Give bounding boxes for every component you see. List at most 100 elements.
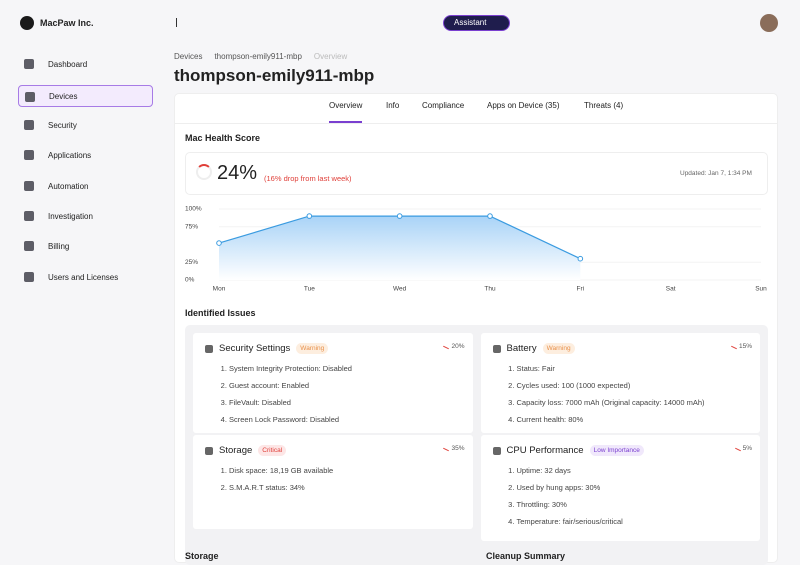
collapse-icon[interactable] bbox=[176, 18, 184, 27]
trend-arrow bbox=[443, 447, 450, 452]
trend-value: 35% bbox=[451, 445, 465, 452]
section-title: Mac Health Score bbox=[185, 133, 261, 143]
issue-item: System Integrity Protection: Disabled bbox=[229, 364, 461, 381]
card-icon bbox=[205, 446, 213, 455]
nav-item[interactable]: Automation bbox=[18, 175, 153, 197]
trend-arrow bbox=[731, 345, 737, 350]
nav-item[interactable]: Billing bbox=[18, 235, 153, 257]
assistant-button[interactable]: Assistant bbox=[443, 15, 510, 31]
nav-icon bbox=[24, 59, 34, 69]
breadcrumb: Devices thompson-emily911-mbp Overview bbox=[174, 52, 347, 61]
badge: Critical bbox=[258, 445, 287, 456]
issue-list: Disk space: 18,19 GB availableS.M.A.R.T … bbox=[205, 466, 461, 500]
nav-icon bbox=[24, 211, 34, 221]
card-header: Battery Warning bbox=[492, 343, 749, 354]
brand: MacPaw Inc. bbox=[40, 18, 94, 28]
avatar[interactable] bbox=[760, 14, 778, 32]
issue-item: Capacity loss: 7000 mAh (Original capaci… bbox=[517, 398, 749, 415]
point bbox=[216, 240, 222, 246]
card-header: CPU Performance Low Importance bbox=[492, 445, 749, 456]
logo bbox=[20, 16, 34, 30]
tab[interactable]: Overview bbox=[329, 101, 363, 123]
y-tick-label: 100% bbox=[185, 206, 202, 213]
section-title: Cleanup Summary bbox=[486, 551, 566, 561]
point bbox=[306, 213, 313, 219]
nav-item[interactable]: Security bbox=[18, 114, 153, 136]
y-tick-label: 25% bbox=[185, 259, 198, 266]
card-icon bbox=[492, 344, 501, 353]
nav-item[interactable]: Users and Licenses bbox=[18, 266, 153, 288]
issue-item: S.M.A.R.T status: 34% bbox=[229, 483, 461, 500]
score: 24% bbox=[217, 162, 258, 184]
issue-card: Storage Critical 35% Disk space: 18,19 GB a… bbox=[193, 435, 473, 529]
card-title: Battery bbox=[506, 343, 537, 354]
score-box bbox=[185, 152, 768, 195]
section-title: Identified Issues bbox=[185, 308, 256, 318]
y-tick-label: 0% bbox=[185, 277, 195, 284]
issue-item: Temperature: fair/serious/critical bbox=[517, 517, 749, 534]
crumb: Overview bbox=[313, 52, 348, 61]
issue-list: Uptime: 32 daysUsed by hung apps: 30%Thr… bbox=[493, 466, 749, 534]
issue-card: Security Settings Warning 20% System Integr… bbox=[193, 333, 473, 433]
tab[interactable]: Info bbox=[386, 101, 400, 110]
point bbox=[487, 213, 493, 219]
tab[interactable]: Threats (4) bbox=[584, 101, 624, 110]
nav-label: Applications bbox=[48, 150, 92, 160]
nav-label: Automation bbox=[48, 181, 89, 191]
card-title: Security Settings bbox=[219, 343, 291, 354]
x-tick-label: Thu bbox=[484, 286, 496, 293]
score-ring bbox=[196, 164, 212, 180]
crumb[interactable]: Devices bbox=[174, 52, 203, 61]
issue-item: Used by hung apps: 30% bbox=[517, 483, 749, 500]
badge: Low Importance bbox=[589, 445, 644, 456]
issue-list: Status: FairCycles used: 100 (1000 expec… bbox=[493, 364, 749, 432]
area bbox=[219, 216, 581, 280]
point bbox=[577, 255, 584, 262]
point bbox=[396, 213, 403, 219]
issue-card: CPU Performance Low Importance 5% Uptime: 3… bbox=[480, 435, 760, 541]
x-tick-label: Fri bbox=[577, 286, 585, 293]
nav-label: Investigation bbox=[48, 211, 93, 221]
section-title: Storage bbox=[185, 551, 219, 561]
issue-item: Throttling: 30% bbox=[517, 500, 749, 517]
trend-arrow bbox=[734, 447, 741, 452]
issue-item: Disk space: 18,19 GB available bbox=[229, 466, 461, 483]
trend-value: 20% bbox=[451, 343, 465, 350]
badge: Warning bbox=[296, 343, 329, 354]
x-tick-label: Sun bbox=[755, 286, 767, 293]
updated: Updated: Jan 7, 1:34 PM bbox=[680, 170, 752, 177]
issue-item: Guest account: Enabled bbox=[229, 381, 461, 398]
nav-item[interactable]: Dashboard bbox=[18, 53, 153, 75]
issue-item: FileVault: Disabled bbox=[229, 398, 461, 415]
trend: 35% bbox=[443, 445, 465, 452]
trend: 20% bbox=[443, 343, 465, 350]
nav-icon bbox=[24, 181, 34, 191]
badge: Warning bbox=[542, 343, 575, 354]
nav-icon bbox=[24, 241, 34, 251]
score-change: (16% drop from last week) bbox=[264, 174, 352, 183]
issue-item: Status: Fair bbox=[517, 364, 749, 381]
issue-card: Battery Warning 15% Status: FairCycles used… bbox=[480, 333, 760, 433]
card-header: Storage Critical bbox=[205, 445, 461, 456]
card-title: Storage bbox=[219, 445, 253, 456]
nav-item[interactable]: Devices bbox=[18, 85, 153, 107]
nav-icon bbox=[25, 92, 35, 102]
crumb[interactable]: thompson-emily911-mbp bbox=[214, 52, 302, 61]
nav-label: Devices bbox=[49, 91, 78, 101]
tab-divider bbox=[174, 123, 778, 124]
nav-label: Users and Licenses bbox=[48, 272, 119, 282]
trend: 5% bbox=[734, 445, 752, 452]
nav-item[interactable]: Applications bbox=[18, 144, 153, 166]
trend-value: 5% bbox=[742, 445, 752, 452]
health-chart: 0% 25% 75% 100% Mon Tue Wed Thu Fri Sat Sun bbox=[185, 206, 767, 293]
issues-grid: Security Settings Warning 20% System Integr… bbox=[185, 325, 768, 565]
card-header: Security Settings Warning bbox=[205, 343, 461, 354]
nav-label: Security bbox=[48, 120, 77, 130]
card-icon bbox=[205, 344, 213, 353]
tab[interactable]: Compliance bbox=[422, 101, 465, 110]
card-title: CPU Performance bbox=[506, 445, 584, 456]
issue-item: Current health: 80% bbox=[517, 415, 749, 432]
issue-list: System Integrity Protection: DisabledGue… bbox=[205, 364, 461, 432]
tab[interactable]: Apps on Device (35) bbox=[487, 101, 560, 110]
nav-item[interactable]: Investigation bbox=[18, 205, 153, 227]
